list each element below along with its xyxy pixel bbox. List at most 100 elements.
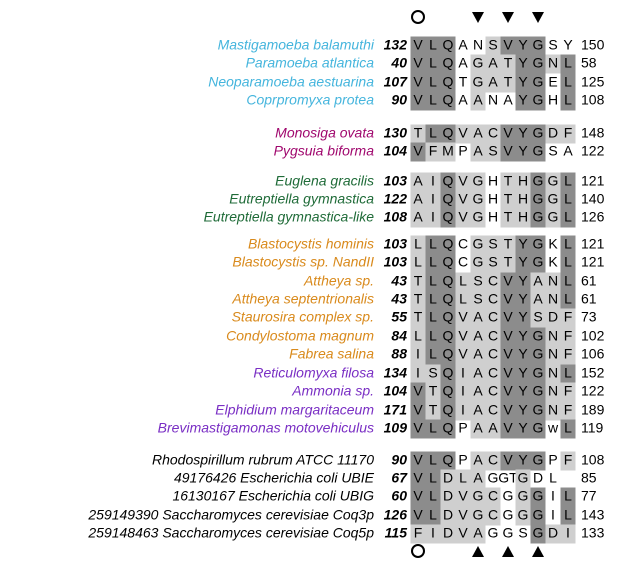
- residue-shade: [425, 364, 441, 384]
- residue-shade: [410, 487, 426, 507]
- residue: G: [533, 328, 544, 344]
- residue-shade: [485, 142, 501, 162]
- residue: I: [431, 525, 435, 541]
- residue-shade: [515, 190, 531, 210]
- species-name: Attheya sp.: [303, 273, 374, 289]
- residue-shade: [425, 235, 441, 255]
- residue-shade: [470, 73, 486, 93]
- residue-shade: [500, 235, 516, 255]
- residue-shade: [455, 327, 471, 347]
- end-position: 77: [581, 488, 597, 504]
- residue: P: [548, 452, 557, 468]
- residue-shade: [410, 272, 426, 292]
- residue: G: [533, 209, 544, 225]
- residue-shade: [485, 451, 501, 471]
- residue: Y: [518, 254, 528, 270]
- residue: I: [416, 346, 420, 362]
- residue: C: [488, 383, 498, 399]
- residue: D: [443, 507, 453, 523]
- end-position: 150: [581, 37, 605, 53]
- end-position: 133: [581, 525, 605, 541]
- residue-shade: [425, 401, 441, 421]
- residue: G: [533, 346, 544, 362]
- residue: V: [458, 173, 468, 189]
- residue: G: [533, 143, 544, 159]
- residue-shade: [425, 208, 441, 228]
- end-position: 148: [581, 125, 605, 141]
- residue: L: [564, 55, 572, 71]
- residue: L: [564, 420, 572, 436]
- residue-shade: [455, 208, 471, 228]
- residue: G: [488, 525, 499, 541]
- residue-shade: [485, 36, 501, 56]
- residue-shade: [560, 54, 576, 74]
- start-position: 126: [384, 507, 408, 523]
- residue-shade: [530, 451, 546, 471]
- residue: S: [473, 273, 482, 289]
- residue: F: [564, 383, 573, 399]
- residue: A: [473, 346, 483, 362]
- residue-shade: [425, 469, 441, 489]
- species-name: Eutreptiella gymnastica: [229, 191, 374, 207]
- residue-shade: [440, 451, 456, 471]
- residue-shade: [515, 345, 531, 365]
- residue: L: [429, 452, 437, 468]
- residue-shade: [470, 382, 486, 402]
- residue-shade: [515, 36, 531, 56]
- start-position: 43: [390, 273, 407, 289]
- residue-shade: [500, 308, 516, 328]
- residue-shade: [560, 91, 576, 111]
- residue-shade: [425, 419, 441, 439]
- residue: L: [429, 328, 437, 344]
- residue-shade: [500, 142, 516, 162]
- residue: T: [504, 55, 513, 71]
- end-position: 121: [581, 254, 605, 270]
- end-position: 58: [581, 55, 597, 71]
- residue-shade: [410, 401, 426, 421]
- residue: C: [488, 273, 498, 289]
- residue: Y: [518, 143, 528, 159]
- start-position: 84: [391, 328, 407, 344]
- residue-shade: [500, 272, 516, 292]
- residue: S: [488, 254, 497, 270]
- residue: A: [488, 420, 498, 436]
- residue-shade: [485, 124, 501, 144]
- marker-circle: [411, 10, 425, 24]
- residue: I: [461, 383, 465, 399]
- residue-shade: [410, 345, 426, 365]
- species-name: Blastocystis hominis: [248, 236, 374, 252]
- residue: V: [413, 507, 423, 523]
- residue: A: [473, 402, 483, 418]
- residue-shade: [410, 308, 426, 328]
- residue-shade: [560, 124, 576, 144]
- residue-shade: [530, 272, 546, 292]
- residue: G: [533, 525, 544, 541]
- residue-shade: [500, 208, 516, 228]
- residue-shade: [410, 54, 426, 74]
- residue: L: [564, 92, 572, 108]
- end-position: 189: [581, 402, 605, 418]
- residue-shade: [560, 524, 576, 544]
- residue-shade: [425, 290, 441, 310]
- residue: H: [548, 92, 558, 108]
- residue-shade: [455, 308, 471, 328]
- residue: V: [503, 365, 513, 381]
- residue: L: [459, 470, 467, 486]
- residue-shade: [500, 327, 516, 347]
- residue: V: [413, 92, 423, 108]
- residue-shade: [530, 401, 546, 421]
- residue: G: [473, 507, 484, 523]
- residue-shade: [470, 142, 486, 162]
- residue-shade: [530, 54, 546, 74]
- residue: V: [413, 402, 423, 418]
- end-position: 122: [581, 143, 605, 159]
- residue: A: [473, 383, 483, 399]
- start-position: 109: [384, 420, 408, 436]
- residue: N: [548, 365, 558, 381]
- residue-shade: [440, 419, 456, 439]
- residue-shade: [500, 190, 516, 210]
- residue: L: [564, 291, 572, 307]
- residue: H: [518, 191, 528, 207]
- residue-shade: [545, 327, 561, 347]
